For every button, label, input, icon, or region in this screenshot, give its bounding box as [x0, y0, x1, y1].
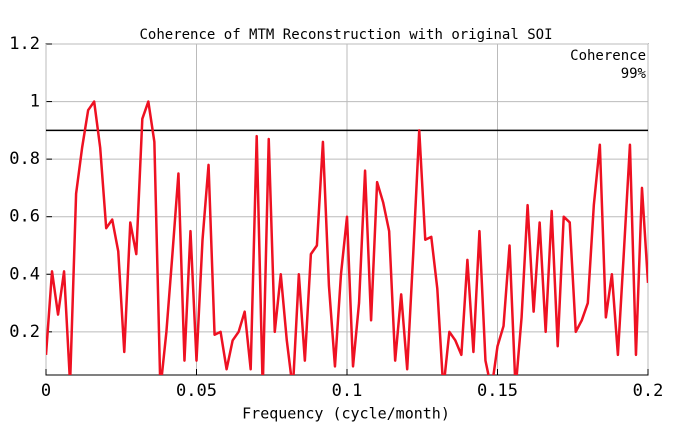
y-tick-label: 1: [30, 92, 40, 112]
data-line: [46, 100, 648, 375]
y-tick-label: 0.4: [9, 264, 40, 284]
plot-area: [46, 100, 648, 375]
x-tick-label: 0.1: [332, 381, 363, 401]
y-tick-label: 0.6: [9, 207, 40, 227]
y-tick-label: 0.2: [9, 322, 40, 342]
x-tick-label: 0.05: [176, 381, 217, 401]
legend-label: Coherence: [570, 48, 646, 64]
legend-label: 99%: [621, 66, 647, 82]
x-tick-label: 0.2: [633, 381, 664, 401]
y-tick-label: 1.2: [9, 34, 40, 54]
x-tick-label: 0.15: [477, 381, 518, 401]
y-tick-label: 0.8: [9, 149, 40, 169]
chart-title: Coherence of MTM Reconstruction with ori…: [139, 27, 552, 43]
x-tick-label: 0: [41, 381, 51, 401]
x-axis-label: Frequency (cycle/month): [242, 405, 450, 423]
